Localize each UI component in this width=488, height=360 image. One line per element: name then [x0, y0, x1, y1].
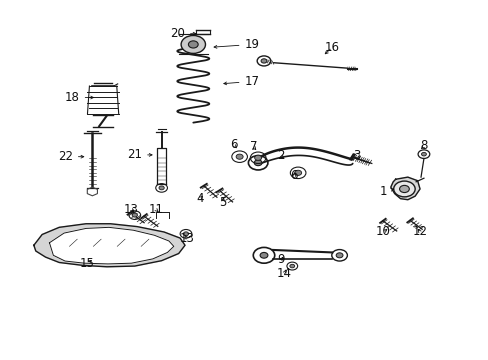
Polygon shape [49, 227, 173, 264]
Circle shape [159, 186, 164, 190]
Circle shape [261, 59, 266, 63]
Text: 18: 18 [65, 91, 93, 104]
Circle shape [260, 252, 267, 258]
Text: 5: 5 [219, 196, 226, 209]
Circle shape [393, 181, 414, 197]
Circle shape [289, 264, 294, 268]
Text: 17: 17 [224, 75, 259, 88]
Polygon shape [34, 224, 184, 267]
Text: 12: 12 [412, 225, 427, 238]
Circle shape [254, 155, 261, 160]
Text: 10: 10 [375, 225, 390, 238]
Circle shape [236, 154, 243, 159]
Text: 6: 6 [290, 169, 297, 182]
Circle shape [421, 152, 426, 156]
Text: 1: 1 [379, 185, 393, 198]
Text: 6: 6 [229, 138, 237, 151]
Text: 3: 3 [352, 149, 360, 162]
Text: 15: 15 [80, 257, 95, 270]
Circle shape [399, 185, 408, 193]
Text: 16: 16 [324, 41, 339, 54]
Circle shape [188, 41, 198, 48]
Circle shape [181, 36, 205, 53]
Circle shape [335, 253, 342, 258]
Circle shape [132, 213, 137, 217]
Polygon shape [390, 177, 419, 200]
Text: 20: 20 [170, 27, 196, 40]
Text: 13: 13 [179, 231, 194, 244]
Text: 14: 14 [276, 267, 291, 280]
Text: 7: 7 [249, 140, 257, 153]
Text: 13: 13 [123, 203, 139, 216]
Text: 9: 9 [277, 253, 284, 266]
Circle shape [254, 160, 262, 166]
Text: 4: 4 [196, 192, 203, 205]
Text: 2: 2 [277, 149, 284, 162]
Text: 19: 19 [214, 38, 259, 51]
Text: 11: 11 [148, 203, 163, 216]
Text: 21: 21 [127, 148, 152, 161]
Circle shape [294, 170, 301, 175]
Text: 22: 22 [58, 150, 83, 163]
Circle shape [183, 232, 188, 236]
Text: 8: 8 [419, 139, 427, 152]
